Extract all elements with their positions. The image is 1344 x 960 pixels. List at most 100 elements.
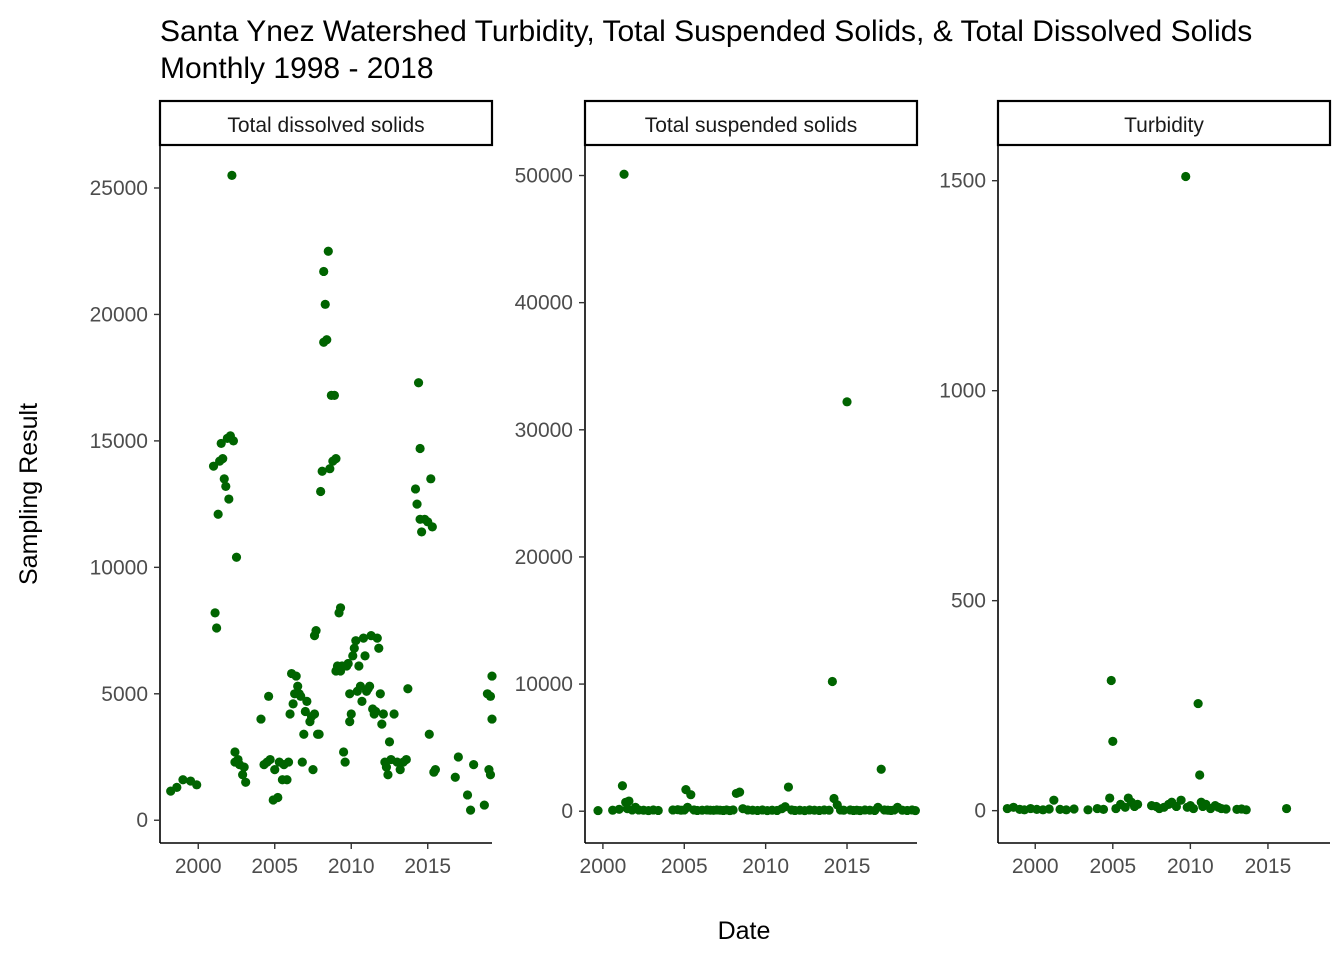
data-point	[1241, 805, 1251, 815]
data-point	[340, 757, 350, 767]
facet-label: Total dissolved solids	[227, 114, 424, 137]
data-point	[378, 709, 388, 719]
data-point	[1176, 795, 1186, 805]
facet-panel: Turbidity 0 500 1000 1500 2000 2005 2010 2015	[939, 99, 1332, 878]
data-point	[426, 474, 436, 484]
data-point	[335, 603, 346, 613]
facet-label: Total suspended solids	[645, 114, 857, 137]
y-tick-label: 0	[974, 800, 986, 823]
data-point	[351, 636, 361, 646]
data-point	[450, 772, 460, 782]
data-point	[316, 486, 326, 497]
data-point	[256, 714, 266, 724]
data-point	[239, 762, 249, 772]
data-point	[686, 790, 696, 800]
data-point	[479, 800, 489, 810]
data-point	[371, 706, 381, 717]
data-point	[1108, 736, 1118, 746]
data-point	[288, 699, 298, 709]
data-point	[270, 765, 280, 775]
data-point	[219, 474, 229, 484]
y-tick-label: 20000	[90, 303, 148, 326]
data-point	[383, 770, 393, 780]
data-point	[427, 522, 437, 532]
data-point	[293, 681, 303, 691]
data-point	[1106, 675, 1116, 686]
data-point	[462, 790, 473, 800]
data-point	[412, 499, 422, 509]
data-point	[384, 737, 395, 747]
data-point	[375, 689, 385, 699]
data-point	[910, 805, 920, 816]
x-tick-label: 2005	[251, 855, 298, 878]
data-point	[349, 643, 359, 653]
data-point	[827, 676, 837, 687]
data-point	[1133, 799, 1143, 809]
data-point	[876, 764, 886, 774]
chart-subtitle: Monthly 1998 - 2018	[160, 52, 434, 85]
data-point	[413, 378, 424, 388]
y-tick-label: 1000	[939, 380, 986, 403]
data-point	[296, 691, 306, 701]
y-tick-label: 500	[951, 590, 986, 613]
x-tick-label: 2005	[1089, 855, 1136, 878]
data-point	[653, 805, 663, 816]
x-axis-title: Date	[718, 917, 771, 945]
data-point	[487, 671, 497, 681]
data-point	[1061, 805, 1071, 815]
data-point	[322, 335, 332, 345]
data-point	[273, 792, 283, 803]
data-point	[358, 633, 369, 643]
data-point	[265, 754, 275, 765]
data-point	[323, 246, 333, 256]
data-point	[357, 696, 367, 706]
data-point	[241, 777, 251, 787]
data-point	[238, 770, 248, 780]
data-point	[1221, 804, 1231, 814]
data-point	[1049, 795, 1059, 805]
data-point	[325, 464, 335, 474]
data-point	[317, 466, 327, 476]
facet-strip	[158, 99, 494, 147]
data-point	[1083, 805, 1093, 815]
facet-panel: Total suspended solids 0 10000 20000 30000 40…	[515, 99, 920, 878]
data-point	[619, 169, 629, 179]
data-point	[429, 767, 439, 777]
x-tick-label: 2015	[404, 855, 451, 878]
data-point	[300, 706, 310, 717]
x-tick-label: 2015	[1245, 855, 1292, 878]
data-point	[1098, 804, 1109, 815]
data-point	[424, 729, 434, 739]
data-point	[282, 775, 292, 785]
data-point	[348, 651, 358, 661]
data-point	[469, 760, 479, 770]
data-point	[617, 781, 628, 791]
y-tick-label: 0	[136, 809, 148, 832]
data-point	[346, 709, 356, 719]
data-point	[354, 661, 364, 671]
facet-panel: Total dissolved solids 0 5000 10000 15000 200…	[90, 99, 497, 878]
data-point	[485, 770, 496, 780]
data-point	[624, 796, 634, 806]
y-tick-label: 20000	[515, 546, 573, 569]
data-point	[329, 390, 340, 400]
data-point	[485, 691, 496, 701]
data-point	[728, 805, 738, 815]
data-point	[1281, 803, 1292, 814]
data-point	[224, 494, 234, 504]
y-tick-label: 40000	[515, 292, 573, 315]
data-point	[1188, 803, 1199, 814]
x-tick-label: 2010	[328, 855, 375, 878]
data-point	[1195, 770, 1205, 780]
data-point	[208, 461, 219, 471]
data-point	[374, 643, 384, 653]
data-point	[299, 729, 309, 739]
data-point	[283, 757, 294, 767]
data-point	[345, 717, 355, 727]
data-point	[465, 805, 476, 815]
data-point	[1171, 801, 1182, 812]
y-tick-label: 25000	[90, 177, 148, 200]
data-point	[1044, 804, 1054, 814]
data-point	[401, 754, 411, 765]
y-axis-title: Sampling Result	[15, 403, 43, 585]
